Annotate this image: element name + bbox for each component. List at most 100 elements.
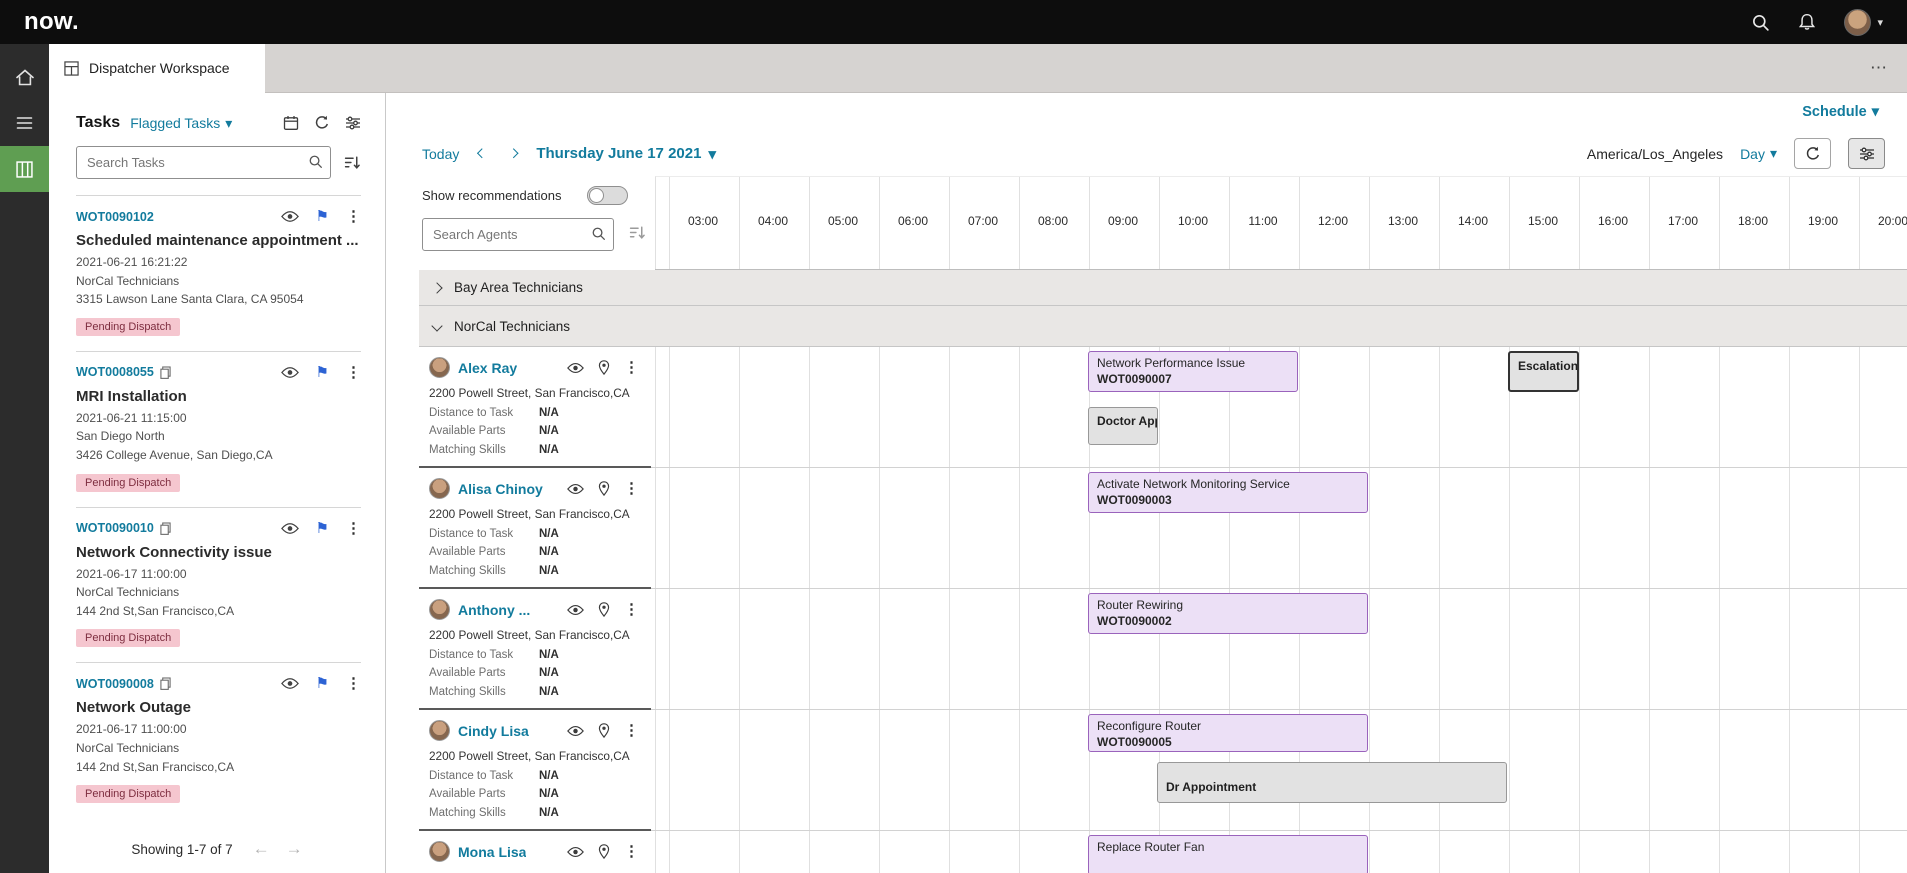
- prev-page-arrow-icon[interactable]: ←: [252, 839, 270, 858]
- kebab-menu-icon[interactable]: ⋮: [346, 208, 361, 225]
- schedule-event-task[interactable]: Network Performance Issue WOT0090007: [1088, 351, 1298, 392]
- kebab-menu-icon[interactable]: ⋮: [346, 519, 361, 537]
- schedule-event-personal[interactable]: Dr Appointment: [1157, 762, 1507, 803]
- rail-home-button[interactable]: [0, 54, 49, 100]
- parts-label: Available Parts: [429, 667, 506, 680]
- task-title[interactable]: Network Outage: [76, 699, 192, 717]
- copy-record-icon[interactable]: [160, 677, 171, 691]
- user-menu-button[interactable]: ▾: [1844, 8, 1883, 36]
- preview-eye-icon[interactable]: [280, 210, 299, 223]
- task-datetime: 2021-06-17 11:00:00: [76, 566, 187, 581]
- agent-kebab-icon[interactable]: ⋮: [624, 601, 639, 618]
- global-search-icon[interactable]: [1751, 13, 1770, 32]
- task-title[interactable]: Scheduled maintenance appointment ...: [76, 232, 359, 249]
- copy-record-icon[interactable]: [160, 522, 171, 535]
- rail-list-button[interactable]: [0, 100, 49, 146]
- task-title[interactable]: MRI Installation: [76, 387, 187, 405]
- agent-eye-icon[interactable]: [567, 725, 584, 737]
- next-page-arrow-icon[interactable]: →: [285, 839, 303, 858]
- agent-location-pin-icon[interactable]: [598, 723, 610, 738]
- schedule-settings-button[interactable]: [1848, 138, 1885, 169]
- agent-name-link[interactable]: Alex Ray: [458, 359, 518, 376]
- task-filter-dropdown[interactable]: Flagged Tasks ▾: [130, 115, 232, 132]
- agent-name-link[interactable]: Anthony ...: [458, 601, 531, 618]
- calendar-icon[interactable]: [283, 115, 299, 131]
- agent-location-pin-icon[interactable]: [598, 844, 610, 859]
- chevron-right-icon[interactable]: [431, 281, 443, 294]
- flag-icon[interactable]: ⚑: [315, 208, 329, 225]
- tab-overflow-button[interactable]: ⋯: [1870, 58, 1889, 77]
- kebab-menu-icon[interactable]: ⋮: [346, 675, 361, 693]
- agent-name-link[interactable]: Mona Lisa: [458, 843, 527, 860]
- search-tasks-input[interactable]: [76, 146, 331, 179]
- agent-location-pin-icon[interactable]: [598, 602, 610, 617]
- parts-value: N/A: [539, 425, 559, 438]
- sort-tasks-icon[interactable]: [344, 154, 361, 171]
- agent-location-pin-icon[interactable]: [598, 481, 610, 496]
- flag-icon[interactable]: ⚑: [315, 363, 329, 381]
- preview-eye-icon[interactable]: [280, 677, 299, 690]
- status-badge: Pending Dispatch: [76, 317, 181, 336]
- task-number-link[interactable]: WOT0008055: [76, 365, 154, 380]
- event-title: Replace Router Fan: [1097, 840, 1205, 854]
- schedule-menu-dropdown[interactable]: Schedule ▾: [1802, 104, 1879, 120]
- flag-icon[interactable]: ⚑: [315, 519, 329, 537]
- task-number-link[interactable]: WOT0090102: [76, 209, 154, 224]
- sort-agents-icon[interactable]: [629, 224, 646, 241]
- kebab-menu-icon[interactable]: ⋮: [346, 363, 361, 381]
- agent-location-pin-icon[interactable]: [598, 360, 610, 375]
- schedule-event-task[interactable]: Router Rewiring WOT0090002: [1088, 593, 1368, 634]
- show-recommendations-toggle[interactable]: [587, 186, 629, 205]
- schedule-event-task[interactable]: Replace Router Fan: [1088, 835, 1368, 873]
- preview-eye-icon[interactable]: [280, 366, 299, 379]
- refresh-schedule-button[interactable]: [1794, 138, 1831, 169]
- schedule-menu-row: Schedule ▾: [387, 93, 1907, 131]
- flag-icon[interactable]: ⚑: [315, 675, 329, 693]
- schedule-event-personal-selected[interactable]: Escalation f: [1508, 351, 1579, 392]
- next-day-chevron[interactable]: [506, 148, 521, 159]
- today-button[interactable]: Today: [422, 145, 460, 162]
- agent-kebab-icon[interactable]: ⋮: [624, 480, 639, 497]
- chevron-down-icon[interactable]: [431, 320, 443, 332]
- settings-sliders-icon[interactable]: [345, 115, 361, 131]
- event-number: WOT0090005: [1097, 735, 1172, 750]
- parts-value: N/A: [539, 546, 559, 559]
- notifications-bell-icon[interactable]: [1798, 13, 1816, 31]
- agent-name-link[interactable]: Cindy Lisa: [458, 722, 529, 739]
- distance-label: Distance to Task: [429, 649, 514, 661]
- search-icon[interactable]: [308, 154, 323, 169]
- tab-label: Dispatcher Workspace: [89, 60, 230, 76]
- skills-value: N/A: [539, 685, 559, 698]
- view-mode-dropdown[interactable]: Day ▾: [1740, 145, 1777, 162]
- copy-record-icon[interactable]: [160, 366, 171, 379]
- agent-eye-icon[interactable]: [567, 362, 584, 374]
- toggle-knob: [589, 188, 605, 203]
- search-agents-input[interactable]: [422, 218, 614, 251]
- agent-card: Cindy Lisa ⋮ 2200 Powell Street, San Fra…: [419, 710, 651, 831]
- prev-day-chevron[interactable]: [475, 148, 490, 159]
- time-label: 11:00: [1248, 214, 1278, 228]
- date-picker-dropdown[interactable]: Thursday June 17 2021 ▾: [536, 145, 716, 163]
- rail-dispatcher-board-button[interactable]: [0, 146, 49, 192]
- refresh-icon[interactable]: [314, 115, 330, 131]
- schedule-event-task[interactable]: Reconfigure Router WOT0090005: [1088, 714, 1368, 752]
- tab-dispatcher-workspace[interactable]: Dispatcher Workspace: [49, 43, 265, 93]
- agent-kebab-icon[interactable]: ⋮: [624, 359, 639, 376]
- skills-label: Matching Skills: [429, 443, 506, 456]
- agent-eye-icon[interactable]: [567, 604, 584, 616]
- group-row-bay-area[interactable]: Bay Area Technicians: [419, 270, 1907, 306]
- agent-kebab-icon[interactable]: ⋮: [624, 722, 639, 739]
- search-icon[interactable]: [591, 226, 606, 241]
- agent-kebab-icon[interactable]: ⋮: [624, 843, 639, 860]
- agent-eye-icon[interactable]: [567, 846, 584, 858]
- time-label: 16:00: [1597, 214, 1629, 228]
- agent-name-link[interactable]: Alisa Chinoy: [458, 480, 543, 497]
- task-number-link[interactable]: WOT0090010: [76, 521, 154, 536]
- schedule-event-task[interactable]: Activate Network Monitoring Service WOT0…: [1088, 472, 1368, 513]
- task-title[interactable]: Network Connectivity issue: [76, 543, 272, 561]
- group-row-norcal[interactable]: NorCal Technicians: [419, 306, 1907, 347]
- schedule-event-personal[interactable]: Doctor Appo: [1088, 407, 1158, 445]
- task-number-link[interactable]: WOT0090008: [76, 676, 154, 691]
- preview-eye-icon[interactable]: [280, 522, 299, 535]
- agent-eye-icon[interactable]: [567, 483, 584, 495]
